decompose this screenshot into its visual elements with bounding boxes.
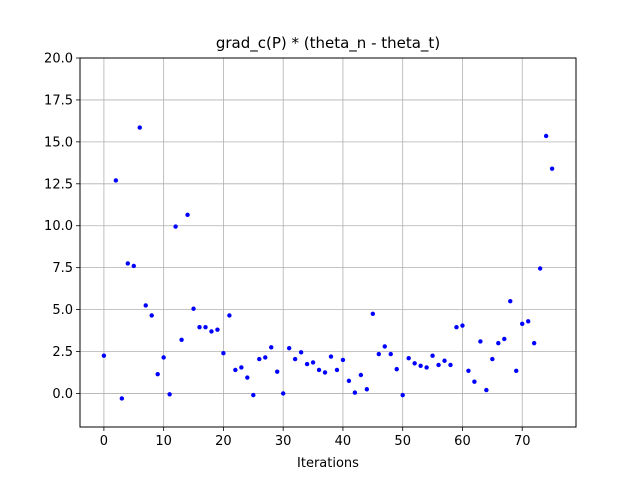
y-tick-label: 15.0 [44, 135, 73, 150]
data-point [442, 359, 446, 363]
data-point [353, 390, 357, 394]
x-tick-label: 0 [100, 434, 108, 449]
data-point [341, 358, 345, 362]
plot-frame [80, 58, 576, 427]
data-point [150, 313, 154, 317]
y-tick-label: 20.0 [44, 52, 73, 67]
data-point [412, 361, 416, 365]
data-point [263, 355, 267, 359]
data-points [102, 125, 555, 400]
data-point [102, 354, 106, 358]
data-point [454, 325, 458, 329]
data-point [203, 325, 207, 329]
data-point [209, 329, 213, 333]
data-point [520, 322, 524, 326]
data-point [311, 360, 315, 364]
y-tick-label: 0.0 [52, 387, 73, 402]
data-point [227, 313, 231, 317]
data-point [197, 325, 201, 329]
data-point [191, 307, 195, 311]
data-point [496, 341, 500, 345]
chart-title: grad_c(P) * (theta_n - theta_t) [216, 34, 440, 53]
y-tick-label: 5.0 [52, 303, 73, 318]
data-point [395, 367, 399, 371]
grid [80, 58, 576, 427]
data-point [484, 388, 488, 392]
data-point [478, 339, 482, 343]
x-tick-label: 50 [394, 434, 411, 449]
data-point [400, 393, 404, 397]
data-point [114, 178, 118, 182]
data-point [299, 350, 303, 354]
data-point [550, 167, 554, 171]
data-point [233, 368, 237, 372]
data-point [430, 354, 434, 358]
data-point [239, 365, 243, 369]
data-point [359, 373, 363, 377]
data-point [245, 375, 249, 379]
x-tick-label: 10 [155, 434, 172, 449]
data-point [138, 125, 142, 129]
data-point [215, 328, 219, 332]
axis-ticks: 0 10 20 30 40 50 60 70 0.0 2.5 5.0 7.5 10.0 12.5 15.0 1… [44, 52, 530, 450]
data-point [424, 365, 428, 369]
data-point [167, 392, 171, 396]
data-point [532, 341, 536, 345]
y-tick-label: 7.5 [52, 261, 73, 276]
data-point [490, 357, 494, 361]
x-tick-label: 60 [454, 434, 471, 449]
y-tick-label: 10.0 [44, 219, 73, 234]
data-point [347, 379, 351, 383]
data-point [179, 338, 183, 342]
data-point [144, 303, 148, 307]
data-point [120, 396, 124, 400]
data-point [472, 380, 476, 384]
data-point [448, 363, 452, 367]
data-point [335, 368, 339, 372]
x-tick-label: 70 [514, 434, 531, 449]
data-point [293, 357, 297, 361]
data-point [132, 264, 136, 268]
x-tick-label: 20 [215, 434, 232, 449]
data-point [329, 354, 333, 358]
data-point [257, 357, 261, 361]
data-point [269, 345, 273, 349]
data-point [502, 337, 506, 341]
data-point [317, 368, 321, 372]
data-point [155, 372, 159, 376]
data-point [526, 319, 530, 323]
data-point [221, 351, 225, 355]
data-point [275, 369, 279, 373]
data-point [508, 299, 512, 303]
x-tick-label: 30 [275, 434, 292, 449]
data-point [383, 344, 387, 348]
data-point [323, 370, 327, 374]
data-point [305, 362, 309, 366]
data-point [371, 312, 375, 316]
data-point [406, 356, 410, 360]
x-axis-label: Iterations [297, 456, 359, 471]
data-point [161, 355, 165, 359]
y-tick-label: 17.5 [44, 93, 73, 108]
data-point [538, 266, 542, 270]
y-tick-label: 12.5 [44, 177, 73, 192]
data-point [365, 387, 369, 391]
data-point [251, 393, 255, 397]
data-point [173, 224, 177, 228]
data-point [460, 323, 464, 327]
y-tick-label: 2.5 [52, 345, 73, 360]
data-point [436, 363, 440, 367]
data-point [126, 261, 130, 265]
data-point [377, 352, 381, 356]
data-point [287, 346, 291, 350]
data-point [418, 364, 422, 368]
x-tick-label: 40 [335, 434, 352, 449]
data-point [389, 352, 393, 356]
data-point [544, 134, 548, 138]
data-point [514, 369, 518, 373]
data-point [281, 391, 285, 395]
data-point [185, 213, 189, 217]
data-point [466, 369, 470, 373]
